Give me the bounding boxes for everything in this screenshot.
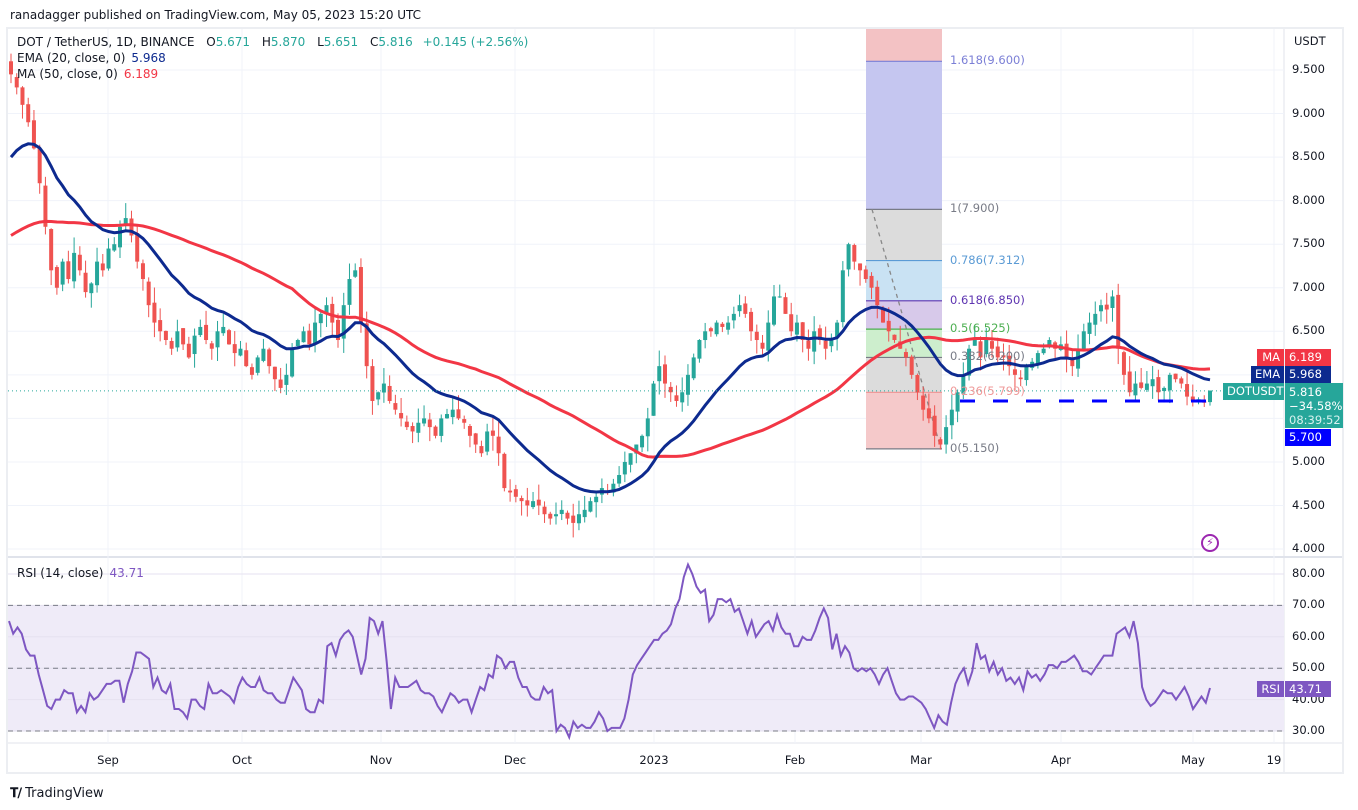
ma-value: 6.189 xyxy=(123,67,159,81)
ma-axis-tag-label: MA xyxy=(1257,349,1284,366)
price-tick: 4.500 xyxy=(1292,497,1325,512)
price-tick: 5.000 xyxy=(1292,453,1325,468)
symbol-title[interactable]: DOT / TetherUS, 1D, BINANCE xyxy=(17,35,195,49)
price-tick: 8.000 xyxy=(1292,192,1325,207)
price-tick: 9.000 xyxy=(1292,105,1325,120)
high-label: H xyxy=(261,35,271,49)
low-value: 5.651 xyxy=(323,35,359,49)
rsi-axis-tag-value: 43.71 xyxy=(1285,681,1331,697)
footer: 𝐓∕ TradingView xyxy=(10,786,104,801)
fib-level-label: 0.382(6.200) xyxy=(950,349,1025,364)
ma-legend[interactable]: MA (50, close, 0) 6.189 xyxy=(17,67,158,81)
last-price-change: −34.58% xyxy=(1289,399,1343,413)
time-tick: 2023 xyxy=(639,753,669,767)
last-price-tag: 5.816 −34.58% 08:39:52 xyxy=(1285,383,1343,428)
rsi-legend[interactable]: RSI (14, close) 43.71 xyxy=(17,566,144,580)
ema-value: 5.968 xyxy=(131,51,166,65)
rsi-axis-tag-label: RSI xyxy=(1257,681,1284,697)
time-tick: Sep xyxy=(97,753,119,767)
ma-label: MA (50, close, 0) xyxy=(17,67,118,81)
ema-legend[interactable]: EMA (20, close, 0) 5.968 xyxy=(17,51,166,65)
support-line-tag: 5.700 xyxy=(1285,429,1331,446)
rsi-label: RSI (14, close) xyxy=(17,566,104,580)
time-tick: 19 xyxy=(1266,753,1282,767)
time-tick: Nov xyxy=(369,753,393,767)
rsi-tick: 50.00 xyxy=(1292,660,1325,675)
change-value: +0.145 (+2.56%) xyxy=(422,35,529,49)
time-tick: Mar xyxy=(910,753,932,767)
fib-level-label: 0(5.150) xyxy=(950,440,1000,455)
rsi-tick: 30.00 xyxy=(1292,723,1325,737)
ema-axis-tag-value: 5.968 xyxy=(1285,366,1331,383)
publisher-credit: ranadagger published on TradingView.com,… xyxy=(10,8,422,22)
price-tick: 7.000 xyxy=(1292,279,1325,294)
open-value: 5.671 xyxy=(215,35,251,49)
open-label: O xyxy=(206,35,216,49)
ma-axis-tag-value: 6.189 xyxy=(1285,349,1331,366)
symbol-legend: DOT / TetherUS, 1D, BINANCE O5.671 H5.87… xyxy=(17,35,528,49)
fib-level-label: 1(7.900) xyxy=(950,201,1000,216)
fib-level-label: 1.618(9.600) xyxy=(950,53,1025,68)
currency-label: USDT xyxy=(1294,34,1326,48)
ema-axis-tag-label: EMA xyxy=(1251,366,1284,383)
last-price-tag-label: DOTUSDT xyxy=(1223,383,1284,400)
bar-countdown: 08:39:52 xyxy=(1289,413,1341,427)
fib-level-label: 0.618(6.850) xyxy=(950,292,1025,307)
rsi-tick: 70.00 xyxy=(1292,597,1325,612)
high-value: 5.870 xyxy=(270,35,306,49)
price-tick: 9.500 xyxy=(1292,62,1325,76)
rsi-tick: 80.00 xyxy=(1292,566,1325,580)
footer-brand[interactable]: TradingView xyxy=(25,786,104,801)
time-tick: May xyxy=(1181,753,1205,767)
time-tick: Dec xyxy=(503,753,527,767)
time-tick: Oct xyxy=(232,753,252,767)
last-price-value: 5.816 xyxy=(1289,385,1322,399)
price-tick: 7.500 xyxy=(1292,236,1325,251)
price-tick: 6.500 xyxy=(1292,323,1325,338)
time-tick: Apr xyxy=(1051,753,1071,767)
low-label: L xyxy=(317,35,324,49)
tradingview-logo-icon: 𝐓∕ xyxy=(10,786,22,801)
price-tick: 8.500 xyxy=(1292,149,1325,164)
fib-level-label: 0.236(5.799) xyxy=(950,384,1025,399)
ema-label: EMA (20, close, 0) xyxy=(17,51,126,65)
rsi-tick: 60.00 xyxy=(1292,628,1325,643)
chart-frame xyxy=(6,27,1344,774)
price-tick: 4.000 xyxy=(1292,541,1325,556)
rsi-value: 43.71 xyxy=(109,566,144,580)
time-tick: Feb xyxy=(784,753,806,767)
lightning-icon[interactable]: ⚡︎ xyxy=(1201,534,1219,552)
fib-level-label: 0.786(7.312) xyxy=(950,252,1025,267)
close-label: C xyxy=(369,35,379,49)
close-value: 5.816 xyxy=(378,35,413,49)
fib-level-label: 0.5(6.525) xyxy=(950,321,1011,336)
